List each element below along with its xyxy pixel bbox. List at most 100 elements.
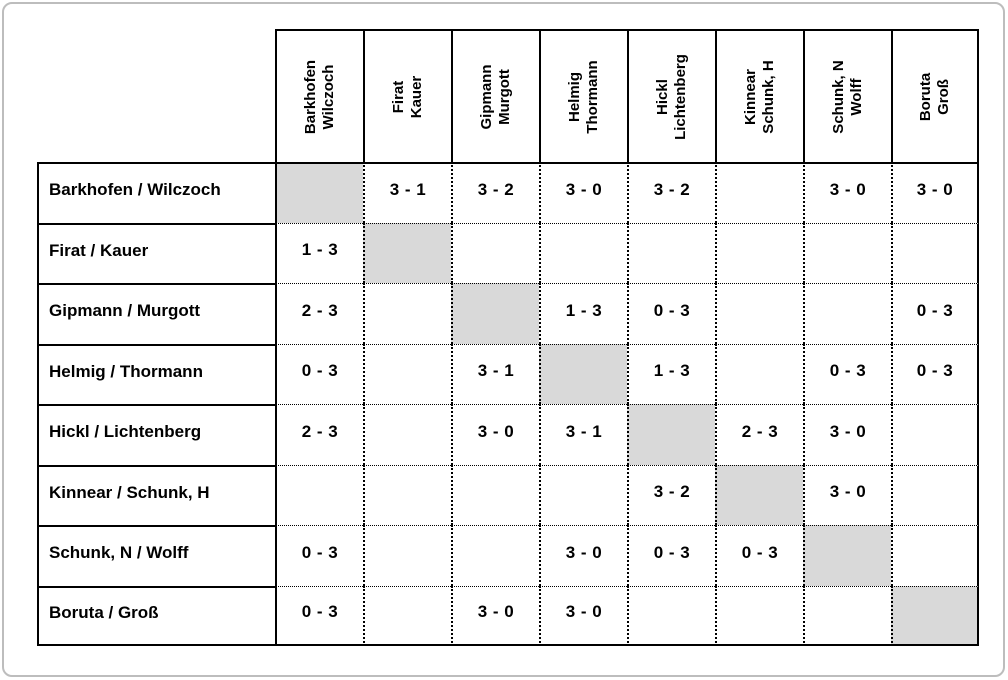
score-cell: 3 - 2: [627, 464, 715, 525]
score-cell: [803, 585, 891, 646]
score-cell: 3 - 0: [891, 162, 979, 223]
score-cell: [803, 283, 891, 344]
column-header-text: Kinnear Schunk, H: [719, 34, 801, 160]
column-header: Firat Kauer: [363, 29, 451, 162]
column-header-line2: Murgott: [496, 68, 513, 125]
score-cell: 0 - 3: [803, 343, 891, 404]
score-cell: [891, 464, 979, 525]
diagonal-cell: [803, 525, 891, 586]
corner-spacer: [37, 29, 275, 162]
score-cell: [275, 464, 363, 525]
column-header-line1: Helmig: [566, 71, 583, 122]
row-label: Helmig / Thormann: [37, 343, 275, 404]
column-header-line1: Kinnear: [742, 68, 759, 125]
score-cell: [451, 222, 539, 283]
score-cell: 0 - 3: [275, 585, 363, 646]
row-label: Barkhofen / Wilczoch: [37, 162, 275, 223]
score-cell: [803, 222, 891, 283]
column-header-line2: Lichtenberg: [672, 53, 689, 140]
column-header-line2: Wolff: [848, 77, 865, 116]
score-cell: [627, 585, 715, 646]
score-cell: 0 - 3: [891, 283, 979, 344]
score-cell: 0 - 3: [627, 525, 715, 586]
column-header-line2: Schunk, H: [760, 59, 777, 134]
score-cell: [451, 525, 539, 586]
column-header-line1: Gipmann: [478, 64, 495, 130]
score-cell: 0 - 3: [275, 343, 363, 404]
column-header-line2: Kauer: [408, 75, 425, 118]
column-header-text: Helmig Thormann: [543, 34, 625, 160]
score-cell: 3 - 0: [539, 585, 627, 646]
score-cell: 2 - 3: [715, 404, 803, 465]
column-header-line1: Hickl: [654, 78, 671, 115]
column-header-line1: Firat: [390, 80, 407, 113]
score-cell: [451, 464, 539, 525]
column-header-text: Firat Kauer: [367, 34, 449, 160]
score-cell: [363, 343, 451, 404]
score-cell: 2 - 3: [275, 283, 363, 344]
score-cell: [363, 283, 451, 344]
column-header-line2: Groß: [935, 78, 952, 115]
column-header-line2: Thormann: [584, 59, 601, 134]
score-cell: 0 - 3: [715, 525, 803, 586]
score-cell: [539, 222, 627, 283]
column-header: Boruta Groß: [891, 29, 979, 162]
column-header-text: Boruta Groß: [894, 34, 976, 160]
score-cell: [627, 222, 715, 283]
column-header: Kinnear Schunk, H: [715, 29, 803, 162]
score-cell: [715, 585, 803, 646]
column-header: Hickl Lichtenberg: [627, 29, 715, 162]
row-label: Kinnear / Schunk, H: [37, 464, 275, 525]
column-header-text: Gipmann Murgott: [455, 34, 537, 160]
score-cell: 3 - 1: [363, 162, 451, 223]
diagonal-cell: [539, 343, 627, 404]
column-header-line1: Schunk, N: [830, 59, 847, 134]
score-cell: [363, 525, 451, 586]
score-cell: 3 - 0: [803, 464, 891, 525]
score-cell: 3 - 2: [627, 162, 715, 223]
column-header: Helmig Thormann: [539, 29, 627, 162]
results-crosstable: Barkhofen Wilczoch Firat Kauer Gipmann Murgot…: [37, 29, 979, 646]
score-cell: 3 - 0: [539, 162, 627, 223]
score-cell: [715, 343, 803, 404]
score-cell: 1 - 3: [627, 343, 715, 404]
score-cell: [891, 222, 979, 283]
column-header-line2: Wilczoch: [320, 64, 337, 129]
row-label: Hickl / Lichtenberg: [37, 404, 275, 465]
score-cell: [715, 162, 803, 223]
column-header-line1: Barkhofen: [302, 59, 319, 134]
column-header: Schunk, N Wolff: [803, 29, 891, 162]
score-cell: 0 - 3: [891, 343, 979, 404]
score-cell: 0 - 3: [275, 525, 363, 586]
diagonal-cell: [891, 585, 979, 646]
row-label: Schunk, N / Wolff: [37, 525, 275, 586]
diagonal-cell: [275, 162, 363, 223]
score-cell: 3 - 1: [539, 404, 627, 465]
column-header: Gipmann Murgott: [451, 29, 539, 162]
score-cell: 3 - 0: [451, 404, 539, 465]
score-cell: [891, 525, 979, 586]
score-cell: 3 - 2: [451, 162, 539, 223]
diagonal-cell: [363, 222, 451, 283]
diagonal-cell: [627, 404, 715, 465]
diagonal-cell: [451, 283, 539, 344]
score-cell: 3 - 0: [451, 585, 539, 646]
score-cell: 1 - 3: [539, 283, 627, 344]
score-cell: [539, 464, 627, 525]
score-cell: [363, 585, 451, 646]
score-cell: 3 - 1: [451, 343, 539, 404]
row-label: Firat / Kauer: [37, 222, 275, 283]
score-cell: 2 - 3: [275, 404, 363, 465]
diagonal-cell: [715, 464, 803, 525]
score-cell: [891, 404, 979, 465]
score-cell: [363, 404, 451, 465]
score-cell: [715, 283, 803, 344]
score-cell: 3 - 0: [803, 404, 891, 465]
score-cell: [363, 464, 451, 525]
score-cell: 0 - 3: [627, 283, 715, 344]
column-header-line1: Boruta: [917, 72, 934, 121]
row-label: Boruta / Groß: [37, 585, 275, 646]
score-cell: 3 - 0: [803, 162, 891, 223]
score-cell: 3 - 0: [539, 525, 627, 586]
